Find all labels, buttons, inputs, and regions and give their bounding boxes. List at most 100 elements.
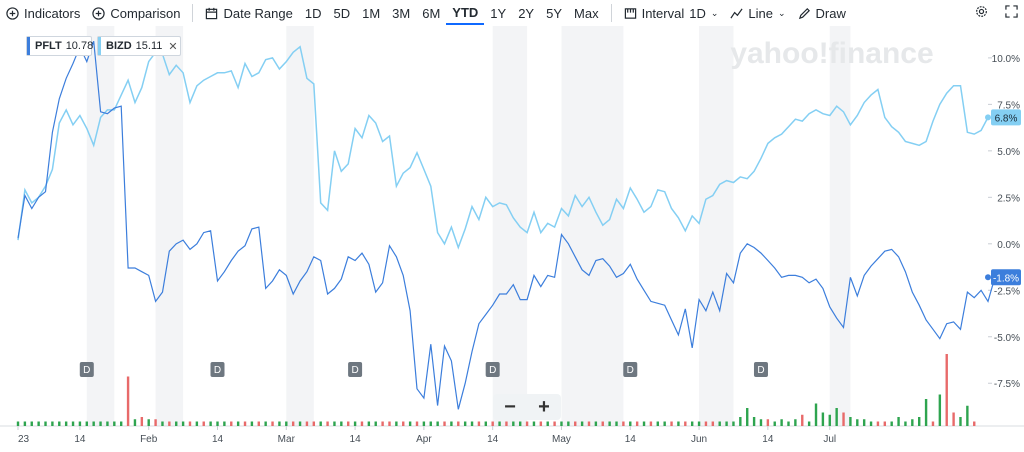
date-range-button[interactable]: Date Range: [199, 1, 298, 25]
dividend-marker[interactable]: D: [348, 362, 363, 377]
range-2y[interactable]: 2Y: [518, 5, 535, 21]
dividend-marker[interactable]: D: [623, 362, 638, 377]
volume-bar: [181, 421, 185, 426]
volume-bar: [443, 421, 446, 426]
shaded-week-band: [829, 26, 851, 426]
volume-bar: [539, 421, 543, 426]
series-line-bizd: [17, 45, 989, 250]
range-3m[interactable]: 3M: [392, 5, 411, 21]
volume-bar: [883, 421, 887, 426]
range-6m[interactable]: 6M: [422, 5, 441, 21]
toolbar-divider: [192, 4, 194, 22]
dividend-marker[interactable]: D: [753, 362, 768, 377]
volume-bar: [849, 417, 852, 426]
zoom-out-button[interactable]: −: [504, 396, 516, 418]
range-1y[interactable]: 1Y: [490, 5, 507, 21]
volume-bar: [264, 421, 267, 426]
volume-bar: [567, 421, 570, 426]
volume-bar: [408, 421, 412, 426]
volume-bar: [766, 419, 770, 426]
comparison-button[interactable]: Comparison: [86, 1, 186, 25]
dividend-marker[interactable]: D: [210, 362, 225, 377]
dividend-marker-label: D: [627, 365, 634, 376]
range-5d[interactable]: 5D: [333, 5, 351, 21]
indicators-button[interactable]: Indicators: [0, 1, 86, 25]
shaded-week-band: [286, 26, 314, 426]
volume-bar: [243, 421, 247, 426]
range-max[interactable]: Max: [574, 5, 599, 21]
shaded-week-band: [492, 26, 528, 426]
range-5y[interactable]: 5Y: [546, 5, 563, 21]
dividend-marker[interactable]: D: [79, 362, 94, 377]
volume-bar: [353, 421, 357, 426]
range-ytd[interactable]: YTD: [446, 1, 485, 25]
volume-bar: [168, 421, 171, 426]
volume-bar: [704, 421, 708, 426]
x-tick-label: 14: [212, 434, 224, 445]
interval-selector[interactable]: Interval 1D ⌄: [618, 1, 725, 25]
dividend-marker-box: [753, 362, 768, 377]
volume-bar: [422, 421, 426, 426]
toolbar-divider: [610, 4, 612, 22]
range-selector: 1D 5D 1M 3M 6M YTD 1Y 2Y 5Y Max: [299, 1, 605, 25]
volume-bar: [560, 421, 563, 426]
price-chart[interactable]: yahoo!finance 10.0% 7.5% 5.0% 2.5% 0.0% -2.5%…: [0, 26, 1024, 452]
volume-bar: [140, 417, 144, 426]
fullscreen-icon[interactable]: [1005, 5, 1018, 18]
dividend-marker-box: [210, 362, 225, 377]
volume-bar: [305, 421, 309, 426]
volume-bar: [677, 421, 680, 426]
volume-bar: [842, 412, 845, 426]
current-value-badge: [991, 109, 1021, 126]
legend-pflt[interactable]: PFLT 10.78: [26, 36, 94, 56]
grid-lines: [0, 57, 1024, 430]
volume-bar: [51, 421, 54, 426]
volume-bar: [71, 421, 75, 426]
range-1m[interactable]: 1M: [362, 5, 381, 21]
legend-bizd[interactable]: BIZD 15.11 ✕: [97, 36, 181, 56]
volume-bar: [718, 421, 721, 426]
y-tick-label: 7.5%: [997, 100, 1020, 111]
chart-type-selector[interactable]: Line ⌄: [724, 1, 791, 25]
volume-bar: [574, 421, 577, 426]
settings-gear-icon[interactable]: [975, 5, 988, 18]
volume-bar: [835, 408, 838, 426]
volume-bar: [580, 421, 584, 426]
shaded-week-band: [86, 26, 115, 426]
dividend-marker-label: D: [757, 365, 764, 376]
volume-bar: [725, 421, 728, 426]
dividend-marker[interactable]: D: [485, 362, 500, 377]
y-tick-label: 10.0%: [992, 54, 1020, 65]
volume-bar: [477, 421, 481, 426]
x-tick-label: 14: [625, 434, 637, 445]
volume-bar: [787, 421, 790, 426]
volume-bar: [347, 421, 350, 426]
current-value-text: -1.8%: [993, 273, 1019, 284]
volume-bar: [663, 421, 666, 426]
volume-bar: [85, 421, 88, 426]
volume-bar: [587, 421, 591, 426]
dividend-marker-label: D: [351, 365, 358, 376]
legend-value: 10.78: [65, 40, 94, 52]
dividend-marker-label: D: [214, 365, 221, 376]
close-icon[interactable]: ✕: [168, 40, 178, 53]
volume-bar: [436, 421, 439, 426]
y-tick-label: -5.0%: [994, 333, 1020, 344]
legend-color-bar: [98, 37, 101, 55]
x-axis-labels: 23 14 Feb 14 Mar 14 Apr 14 May 14 Jun 14 Jul: [18, 434, 836, 445]
volume-bar: [525, 421, 529, 426]
draw-button[interactable]: Draw: [792, 1, 852, 25]
zoom-in-button[interactable]: +: [538, 396, 550, 418]
shaded-week-band: [699, 26, 734, 426]
volume-bar: [175, 421, 178, 426]
volume-bar: [615, 421, 618, 426]
pencil-icon: [798, 7, 810, 19]
volume-bar: [30, 421, 33, 426]
volume-bar: [285, 421, 288, 426]
volume-bar: [223, 421, 226, 426]
volume-bar: [216, 421, 219, 426]
volume-bar: [312, 421, 316, 426]
interval-label: Interval: [641, 5, 685, 21]
range-1d[interactable]: 1D: [304, 5, 322, 21]
